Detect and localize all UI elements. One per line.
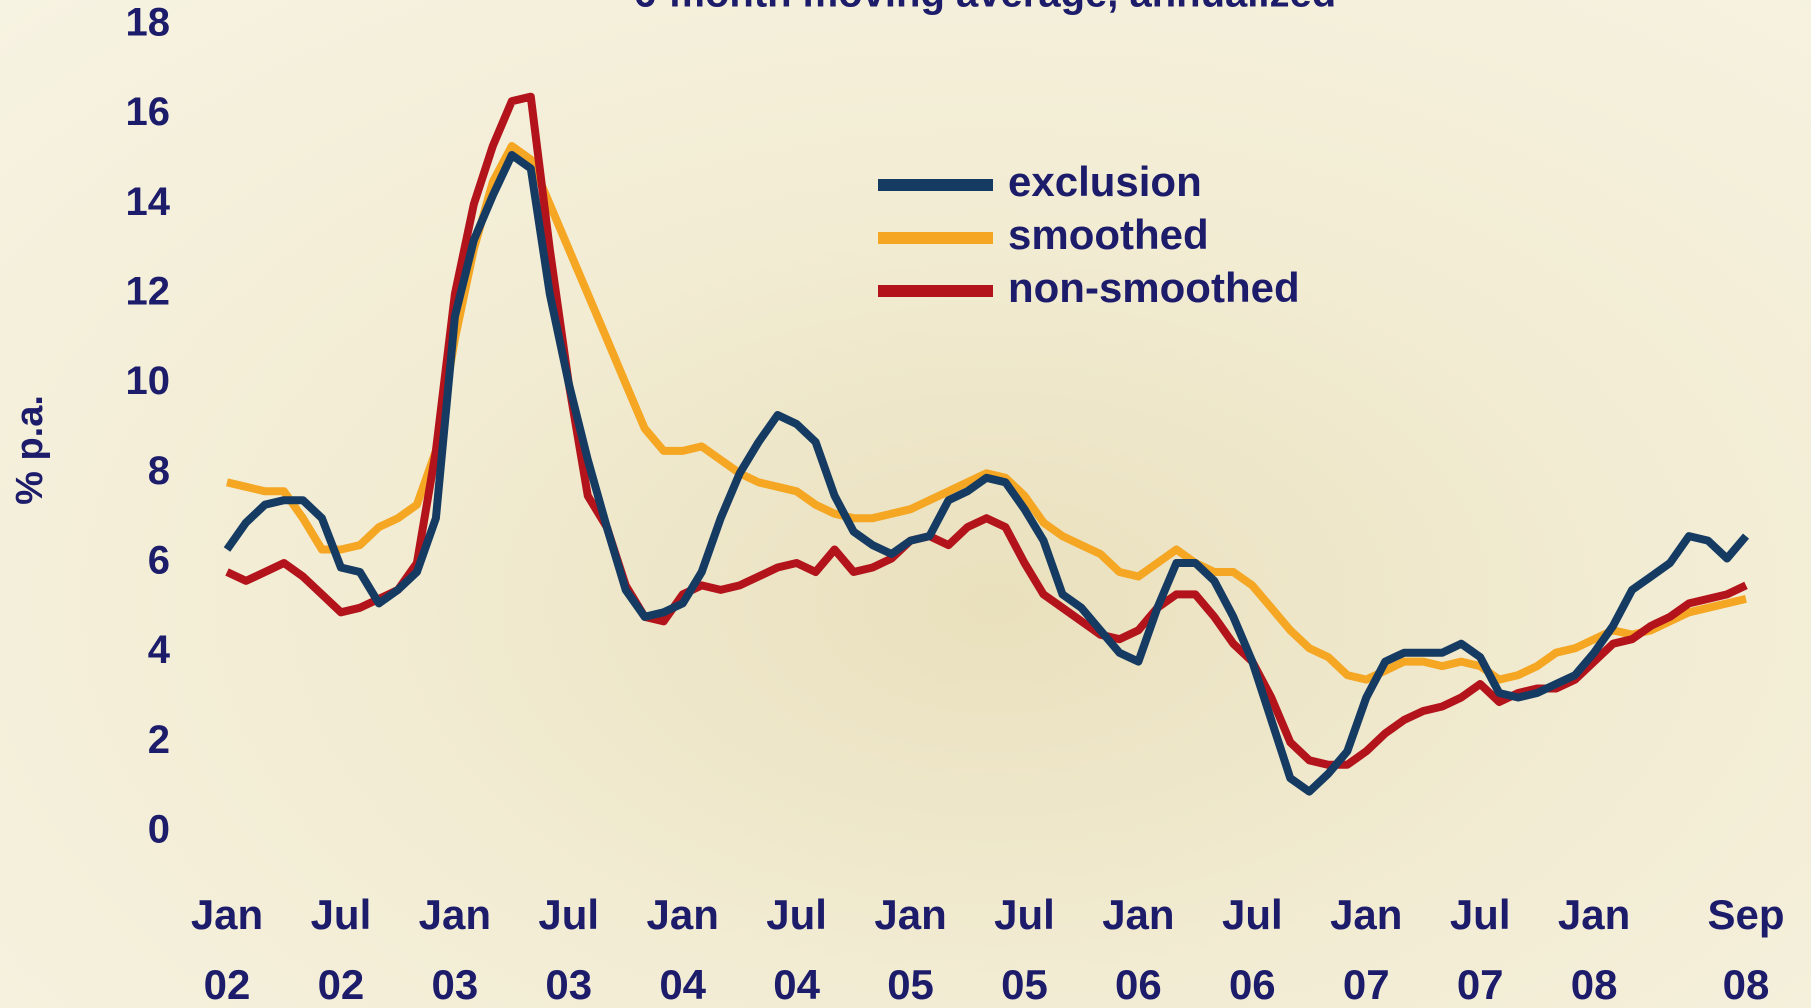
y-tick-label: 4: [148, 628, 171, 672]
x-tick-label: Jan 04: [623, 880, 743, 1008]
x-tick-label: Jul 07: [1420, 880, 1540, 1008]
x-tick-label: Jan 05: [851, 880, 971, 1008]
x-tick-label: Jul 05: [964, 880, 1084, 1008]
x-tick-label: Sep 08: [1686, 880, 1806, 1008]
legend-label: exclusion: [1008, 158, 1202, 205]
x-tick-label: Jan 03: [395, 880, 515, 1008]
legend-label: smoothed: [1008, 211, 1209, 258]
legend-label: non-smoothed: [1008, 264, 1300, 311]
x-tick-label: Jul 02: [281, 880, 401, 1008]
line-series: [227, 97, 1746, 765]
x-tick-label: Jul 03: [509, 880, 629, 1008]
y-tick-label: 0: [148, 808, 170, 852]
y-tick-label: 8: [148, 449, 170, 493]
y-tick-label: 2: [148, 718, 170, 762]
y-axis-label: % p.a.: [9, 395, 51, 505]
chart: 6-month moving average, annualized % p.a…: [0, 0, 1811, 1008]
x-tick-label: Jan 08: [1534, 880, 1654, 1008]
y-tick-label: 6: [148, 539, 170, 583]
x-tick-label: Jan 06: [1078, 880, 1198, 1008]
x-tick-label: Jan 07: [1306, 880, 1426, 1008]
y-tick-label: 18: [126, 1, 171, 45]
y-tick-label: 10: [126, 359, 171, 403]
chart-subtitle: 6-month moving average, annualized: [634, 0, 1336, 16]
y-tick-label: 16: [126, 90, 171, 134]
x-tick-label: Jan 02: [167, 880, 287, 1008]
x-tick-label: Jul 06: [1192, 880, 1312, 1008]
y-tick-label: 14: [126, 180, 171, 224]
line-series: [227, 146, 1746, 680]
y-tick-label: 12: [126, 270, 171, 314]
page: 6-month moving average, annualized % p.a…: [0, 0, 1811, 1008]
x-tick-label: Jul 04: [737, 880, 857, 1008]
